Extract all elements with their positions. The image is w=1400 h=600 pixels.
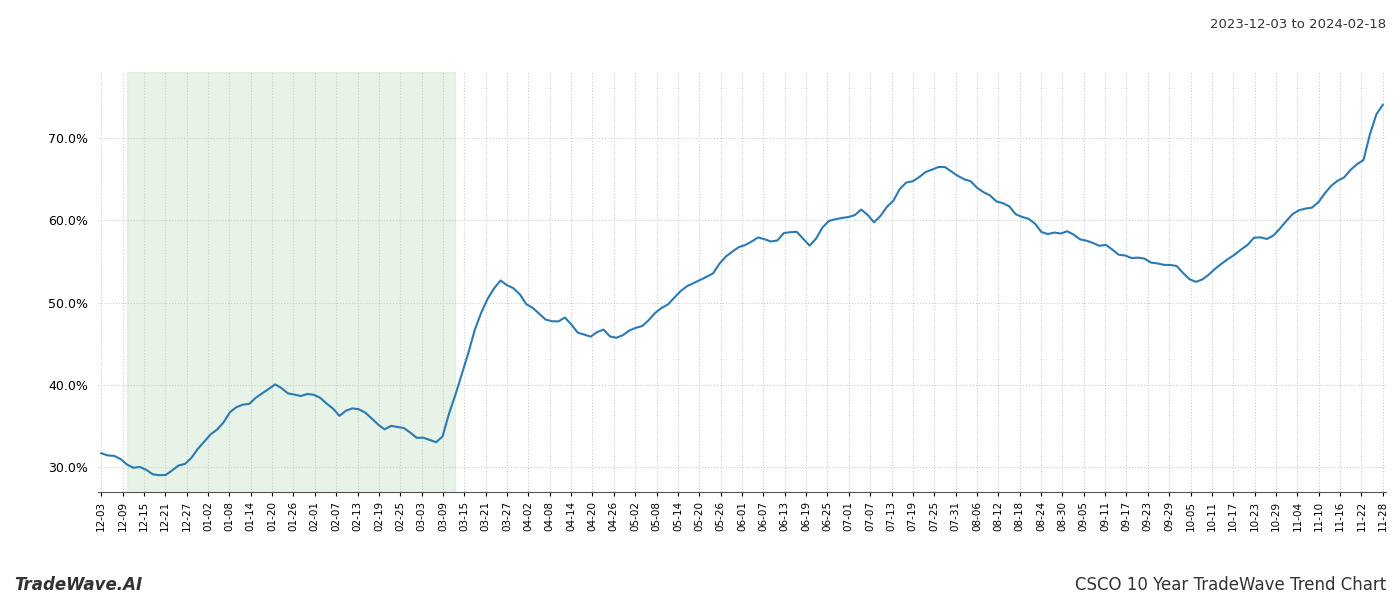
Text: 2023-12-03 to 2024-02-18: 2023-12-03 to 2024-02-18 [1210,18,1386,31]
Bar [127,72,455,492]
Text: TradeWave.AI: TradeWave.AI [14,576,143,594]
Text: CSCO 10 Year TradeWave Trend Chart: CSCO 10 Year TradeWave Trend Chart [1075,576,1386,594]
